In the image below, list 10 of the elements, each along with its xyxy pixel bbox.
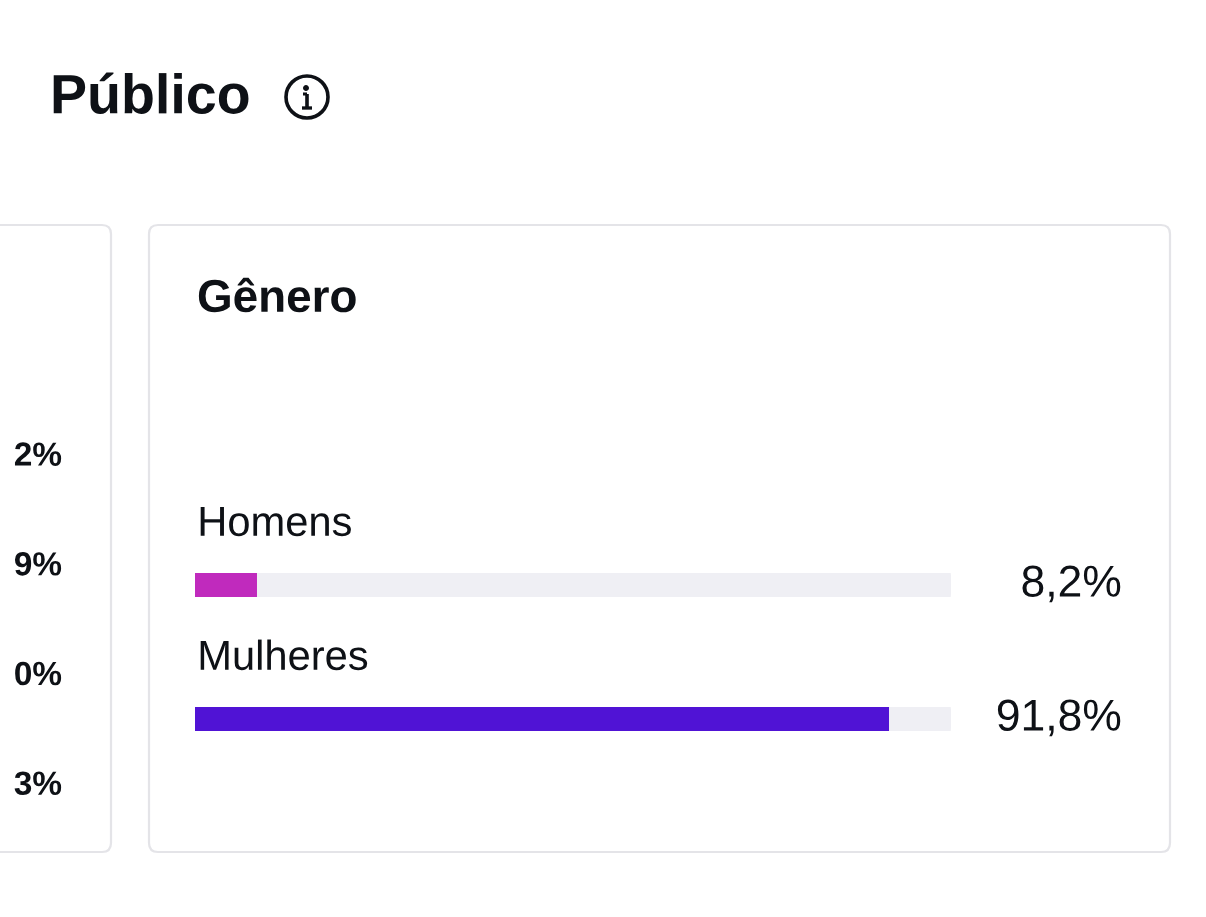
text: Público (53, 72, 249, 114)
text: 0% (15, 661, 62, 686)
text: 2% (14, 442, 62, 466)
data-label: 91,8% (997, 699, 1121, 737)
text: 3% (14, 771, 62, 796)
y-tick-label: Homens (200, 507, 351, 537)
data-label: 8,2% (1022, 565, 1121, 603)
y-tick-label: Mulheres (200, 639, 368, 671)
chart-title: Gênero (198, 277, 356, 313)
text: 9% (14, 552, 62, 576)
